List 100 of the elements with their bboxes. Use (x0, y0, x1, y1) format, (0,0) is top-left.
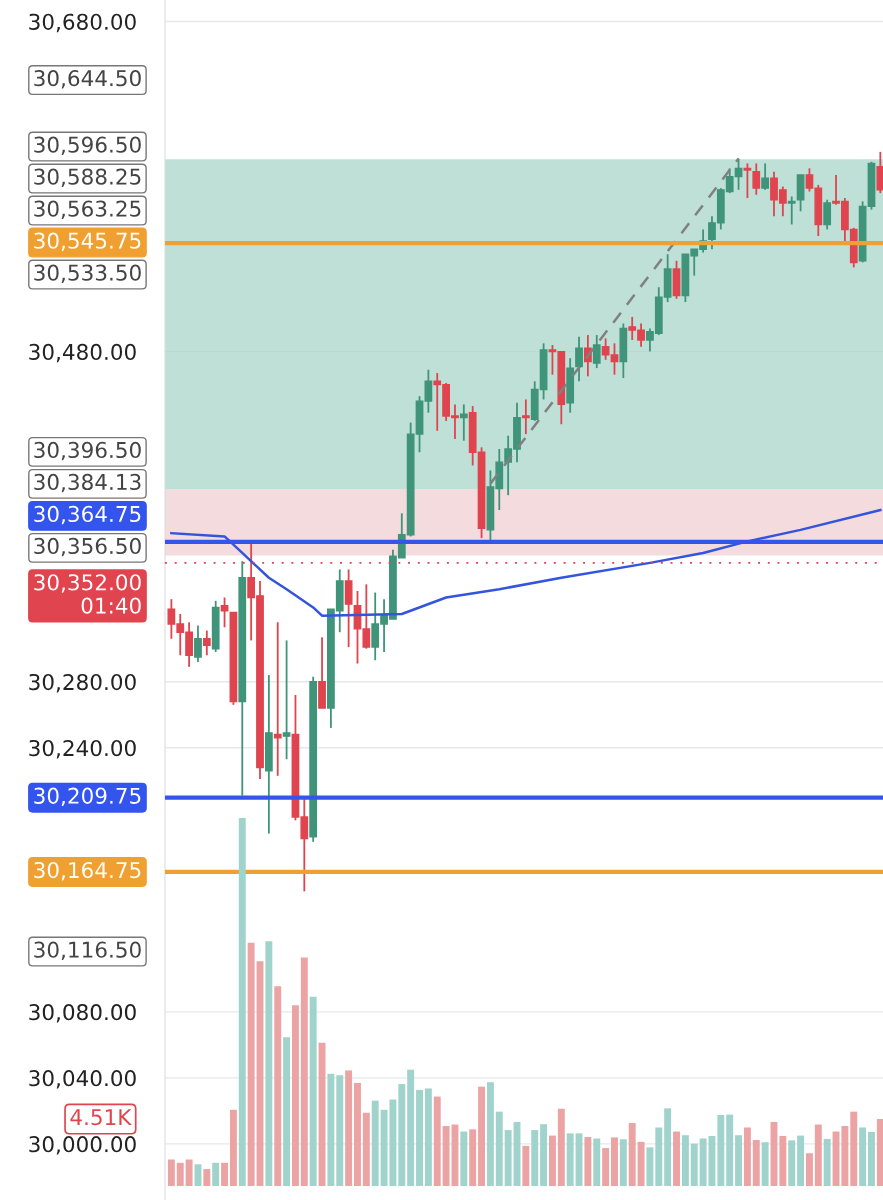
text: 4.51K (70, 1109, 132, 1126)
bar (212, 1162, 220, 1186)
bar (752, 1140, 760, 1186)
bar (655, 1127, 663, 1186)
bar (354, 1082, 361, 1186)
text: 30,644.50 (34, 70, 141, 89)
bar (265, 941, 273, 1186)
bar (327, 1073, 335, 1186)
bar (797, 1135, 805, 1186)
y-tick-label: 30,240.00 (29, 739, 136, 759)
y-tick-label: 30,000.00 (29, 1136, 136, 1155)
bar (291, 1005, 299, 1186)
bar (628, 1123, 636, 1186)
bar (646, 1147, 654, 1186)
bar (221, 1162, 229, 1186)
bar (407, 1069, 415, 1186)
bar (566, 1133, 574, 1186)
candlestick (592, 334, 601, 369)
bar (522, 1145, 530, 1186)
bar (336, 1075, 344, 1186)
candlestick (194, 624, 202, 663)
bar (726, 1114, 734, 1186)
bar (690, 1143, 698, 1186)
bar (619, 1139, 627, 1186)
text: 30,356.50 (34, 537, 141, 557)
bar (283, 1037, 291, 1186)
bar (850, 1111, 858, 1186)
bar (167, 1159, 175, 1186)
y-tick-label: 30,080.00 (29, 1004, 136, 1023)
candlestick (344, 568, 353, 648)
bar (238, 818, 246, 1186)
candlestick (273, 621, 282, 777)
bar (274, 986, 282, 1186)
bar (229, 1109, 237, 1186)
bar (504, 1130, 512, 1186)
bar (611, 1137, 618, 1186)
bar (548, 1135, 556, 1186)
ref-line-label: 30,545.75 (34, 232, 141, 251)
bar (593, 1138, 601, 1186)
bar (203, 1169, 211, 1186)
bar (300, 957, 308, 1186)
bar (362, 1112, 370, 1186)
bar (699, 1138, 707, 1186)
bar (416, 1089, 423, 1186)
bar (876, 1119, 883, 1186)
text: 30,396.50 (34, 441, 141, 461)
bar (788, 1140, 796, 1186)
bar (478, 1086, 486, 1186)
bar (486, 1082, 494, 1186)
bar (602, 1148, 610, 1186)
bar (743, 1127, 751, 1186)
bar (531, 1130, 539, 1186)
candlestick (761, 162, 770, 191)
candlestick (752, 162, 761, 196)
y-tick-label: 30,040.00 (29, 1070, 136, 1089)
text: 30,596.50 (34, 136, 141, 155)
text: 30,116.50 (34, 941, 141, 961)
bar (495, 1111, 503, 1186)
candlestick (787, 195, 796, 226)
candlestick (876, 150, 883, 195)
bar (859, 1127, 867, 1186)
bar (540, 1124, 548, 1186)
ref-line-label: 30,364.75 (34, 505, 141, 525)
bar (779, 1135, 787, 1186)
bar (371, 1100, 379, 1186)
candlestick (521, 398, 530, 436)
bar (823, 1138, 831, 1186)
bar (637, 1141, 645, 1186)
candlestick (743, 162, 752, 199)
bar (460, 1131, 468, 1186)
bar (424, 1088, 432, 1186)
bar (805, 1153, 813, 1186)
bar (247, 942, 255, 1186)
candlestick (823, 198, 832, 231)
bar (345, 1070, 353, 1186)
bar (868, 1131, 875, 1186)
candlestick (202, 629, 211, 657)
bar (442, 1126, 450, 1186)
bar (309, 996, 317, 1186)
ref-line-label: 30,352.00 01:40 (34, 574, 141, 614)
bar (814, 1124, 822, 1186)
text: 30,384.13 (34, 473, 141, 493)
bar (717, 1114, 725, 1186)
bar (841, 1126, 849, 1186)
y-tick-label: 30,680.00 (29, 13, 136, 33)
bar (761, 1142, 769, 1186)
text: 30,588.25 (34, 168, 141, 187)
line-series (170, 508, 882, 617)
bar (469, 1129, 477, 1186)
bar (433, 1096, 441, 1186)
bar (584, 1137, 592, 1186)
candlestick (459, 403, 468, 442)
y-tick-label: 30,480.00 (29, 343, 136, 363)
bar (681, 1135, 689, 1186)
bar (735, 1135, 743, 1186)
ref-line-label: 30,209.75 (34, 787, 141, 807)
bar (664, 1108, 672, 1186)
candlestick (282, 639, 291, 761)
text: 30,533.50 (34, 264, 141, 283)
text: 30,563.25 (34, 200, 141, 219)
